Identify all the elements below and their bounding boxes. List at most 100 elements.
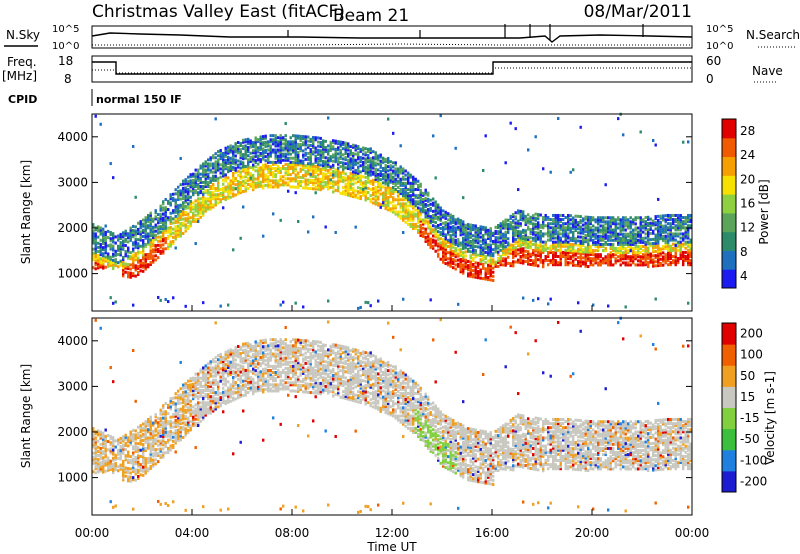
power-cell	[214, 164, 217, 168]
power-cell	[529, 228, 532, 232]
power-cell	[559, 250, 562, 254]
power-cell	[144, 234, 147, 238]
power-cell	[587, 258, 590, 262]
power-cell	[439, 243, 442, 247]
power-cell	[402, 208, 405, 212]
velocity-cell	[152, 454, 155, 458]
power-cell	[312, 174, 315, 178]
power-cell	[492, 239, 495, 243]
power-cell	[479, 239, 482, 243]
power-cell	[604, 226, 607, 230]
power-cell	[469, 266, 472, 270]
power-cell	[302, 155, 305, 159]
power-cell	[447, 224, 450, 228]
power-cell	[647, 242, 650, 246]
power-cell	[399, 210, 402, 214]
power-cell	[519, 240, 522, 244]
power-cell	[169, 211, 172, 215]
power-cell	[137, 266, 140, 270]
power-cell	[179, 230, 182, 234]
power-cell	[389, 164, 392, 168]
power-cell	[524, 239, 527, 243]
power-cell	[429, 206, 432, 210]
power-cell	[277, 185, 280, 189]
power-cell	[577, 223, 580, 227]
power-cell	[412, 190, 415, 194]
power-cell	[584, 221, 587, 225]
power-cell	[299, 145, 302, 149]
power-cell	[347, 160, 350, 164]
power-cell	[237, 147, 240, 151]
power-cell	[244, 146, 247, 150]
power-cell	[657, 262, 660, 266]
power-cell	[122, 264, 125, 268]
power-cell	[232, 147, 235, 151]
power-cell	[279, 144, 282, 148]
power-cell	[557, 242, 560, 246]
power-cell	[259, 147, 262, 151]
power-cell	[369, 198, 372, 202]
power-cell	[417, 229, 420, 233]
power-cell	[287, 140, 290, 144]
power-cell	[244, 166, 247, 170]
velocity-cell	[142, 445, 145, 449]
power-cell	[449, 229, 452, 233]
power-cell	[297, 144, 300, 148]
power-cell	[462, 255, 465, 259]
power-cell	[329, 148, 332, 152]
power-cell	[252, 175, 255, 179]
power-cell	[522, 255, 525, 259]
power-cell	[244, 148, 247, 152]
power-cell	[439, 222, 442, 226]
power-cell	[622, 224, 625, 228]
power-cell	[189, 216, 192, 220]
power-cell	[427, 210, 430, 214]
power-cell	[622, 253, 625, 257]
power-cell	[522, 239, 525, 243]
power-cell	[122, 262, 125, 266]
power-cell	[267, 171, 270, 175]
power-cell	[602, 224, 605, 228]
power-cell	[257, 148, 260, 152]
power-cell	[274, 166, 277, 170]
power-cell	[232, 174, 235, 178]
power-cell	[364, 157, 367, 161]
power-cell	[307, 135, 310, 139]
power-cell	[374, 169, 377, 173]
power-cell	[522, 236, 525, 240]
power-cell	[412, 222, 415, 226]
power-cell	[257, 185, 260, 189]
power-cell	[409, 187, 412, 191]
power-cell	[347, 189, 350, 193]
power-cell	[489, 235, 492, 239]
power-cell	[647, 228, 650, 232]
colorbar-tick-label: 16	[740, 197, 755, 211]
power-cell	[619, 220, 622, 224]
power-cell	[294, 177, 297, 181]
power-cell	[554, 228, 557, 232]
power-cell	[412, 193, 415, 197]
power-cell	[224, 150, 227, 154]
power-cell	[212, 195, 215, 199]
power-cell	[607, 228, 610, 232]
power-cell	[624, 232, 627, 236]
power-cell	[157, 247, 160, 251]
power-cell	[142, 222, 145, 226]
power-cell	[309, 162, 312, 166]
power-cell	[269, 138, 272, 142]
power-cell	[437, 254, 440, 258]
power-cell	[654, 227, 657, 231]
power-cell	[682, 236, 685, 240]
power-cell	[437, 217, 440, 221]
power-cell	[147, 234, 150, 238]
power-cell	[567, 252, 570, 256]
power-cell	[669, 222, 672, 226]
power-cell	[254, 159, 257, 163]
power-cell	[534, 239, 537, 243]
power-cell	[299, 184, 302, 188]
power-cell	[522, 218, 525, 222]
power-cell	[467, 239, 470, 243]
power-cell	[562, 224, 565, 228]
power-cell	[392, 175, 395, 179]
power-cell	[679, 244, 682, 248]
